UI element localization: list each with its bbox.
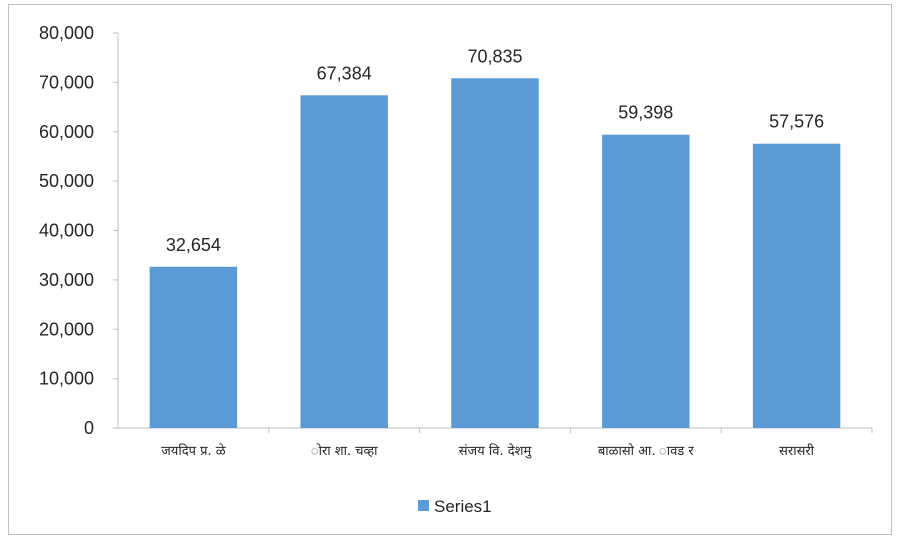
category-label-2: ोरा शा. चव्हा [311,443,378,459]
category-label-1: जयदिप प्र. ळे [161,443,227,459]
bar-2 [300,95,388,428]
y-tick-label: 50,000 [39,171,94,191]
y-axis-ticks: 0 10,000 20,000 30,000 40,000 50,000 60,000 70,… [39,23,118,438]
category-label-5: सरासरी [779,443,815,459]
legend-label-series1: Series1 [434,497,492,516]
x-axis-categories: जयदिप प्र. ळेोरा शा. चव्हा संजय वि. देशमु… [161,428,873,459]
category-label-4: बाळासो आ. ावड र [598,443,695,459]
data-label-2: 67,384 [317,63,372,83]
category-label-3: संजय वि. देशमु [459,443,532,459]
y-tick-label: 60,000 [39,122,94,142]
y-tick-label: 70,000 [39,72,94,92]
bar-1 [149,266,238,428]
y-tick-label: 30,000 [39,270,94,290]
bar-4 [602,134,690,428]
y-tick-label: 40,000 [39,221,94,241]
bars: 32,654 67,384 70,835 59,398 57,576 [149,46,841,428]
y-tick-label: 20,000 [39,319,94,339]
bar-3 [451,78,539,428]
y-tick-label: 80,000 [39,23,94,43]
legend-swatch-series1 [418,500,429,511]
bar-5 [752,143,841,428]
y-tick-label: 10,000 [39,369,94,389]
data-label-4: 59,398 [618,103,673,123]
data-label-5: 57,576 [769,112,824,132]
data-label-3: 70,835 [467,46,522,66]
y-tick-label: 0 [84,418,94,438]
data-label-1: 32,654 [166,235,221,255]
legend: Series1 [418,497,492,516]
